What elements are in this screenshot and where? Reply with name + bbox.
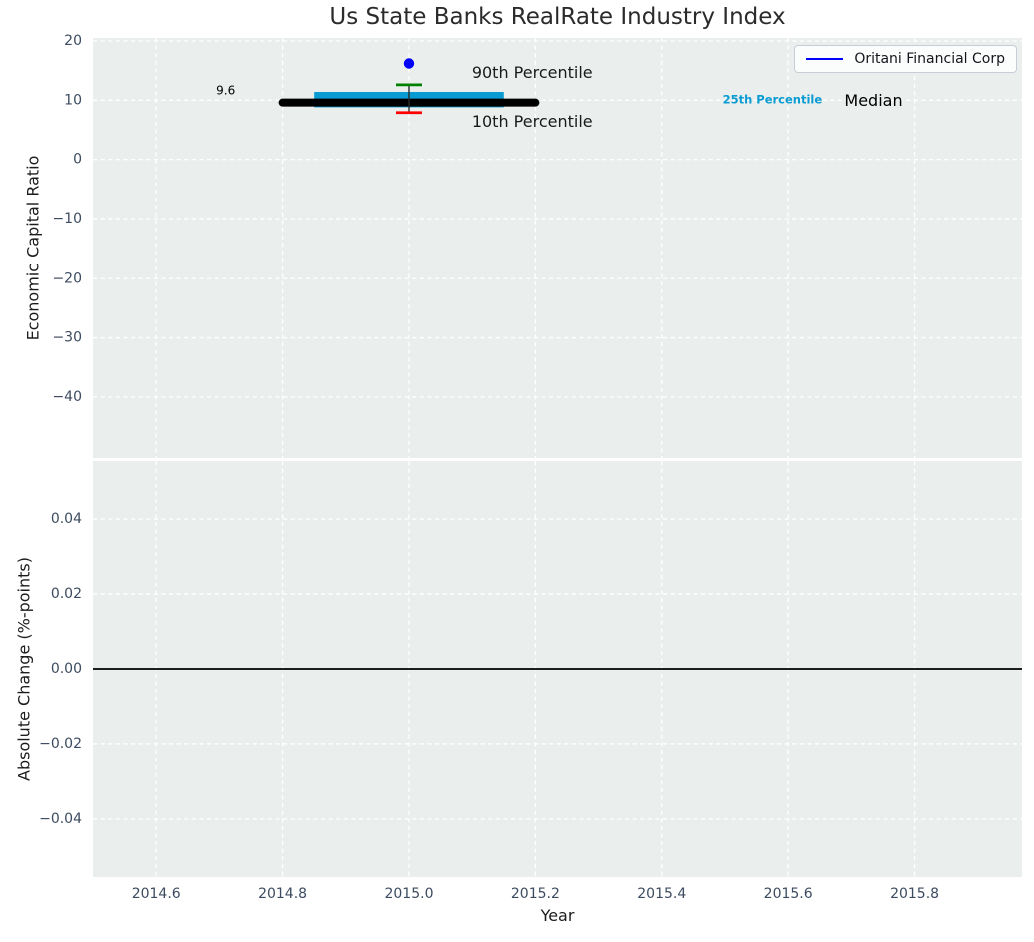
annotation-median: Median xyxy=(844,91,903,111)
ytick-label-0: 20 xyxy=(64,33,82,49)
ytick-label-1: 0.04 xyxy=(51,511,82,527)
x-axis-label: Year xyxy=(540,906,575,925)
median-value-label: 9.6 xyxy=(216,83,236,98)
xtick-label: 2015.6 xyxy=(764,886,813,902)
ytick-label-1: 0.00 xyxy=(51,661,82,677)
ytick-label-1: −0.02 xyxy=(39,736,82,752)
legend-line-swatch xyxy=(806,58,844,60)
y-axis-label-top: Economic Capital Ratio xyxy=(23,155,43,341)
chart-title: Us State Banks RealRate Industry Index xyxy=(329,4,786,30)
ytick-label-0: 0 xyxy=(73,152,82,168)
ytick-label-0: −40 xyxy=(52,389,82,405)
ytick-label-0: −30 xyxy=(52,330,82,346)
legend-label: Oritani Financial Corp xyxy=(854,51,1005,67)
annotation-10th-percentile: 10th Percentile xyxy=(471,111,593,131)
xtick-label: 2014.8 xyxy=(258,886,307,902)
xtick-label: 2015.4 xyxy=(637,886,686,902)
ytick-label-0: 10 xyxy=(64,92,82,108)
annotation-25th-percentile: 25th Percentile xyxy=(722,92,823,107)
xtick-label: 2015.0 xyxy=(384,886,433,902)
xtick-label: 2015.2 xyxy=(511,886,560,902)
xtick-label: 2014.6 xyxy=(132,886,181,902)
ytick-label-0: −10 xyxy=(52,211,82,227)
ytick-label-1: −0.04 xyxy=(39,811,82,827)
ytick-label-0: −20 xyxy=(52,270,82,286)
annotation-90th-percentile: 90th Percentile xyxy=(471,63,593,83)
xtick-label: 2015.8 xyxy=(890,886,939,902)
y-axis-label-bottom: Absolute Change (%-points) xyxy=(14,557,34,781)
axes-background-0 xyxy=(93,38,1022,458)
legend: Oritani Financial Corp xyxy=(794,45,1017,73)
ytick-label-1: 0.02 xyxy=(51,586,82,602)
company-point xyxy=(403,58,415,69)
